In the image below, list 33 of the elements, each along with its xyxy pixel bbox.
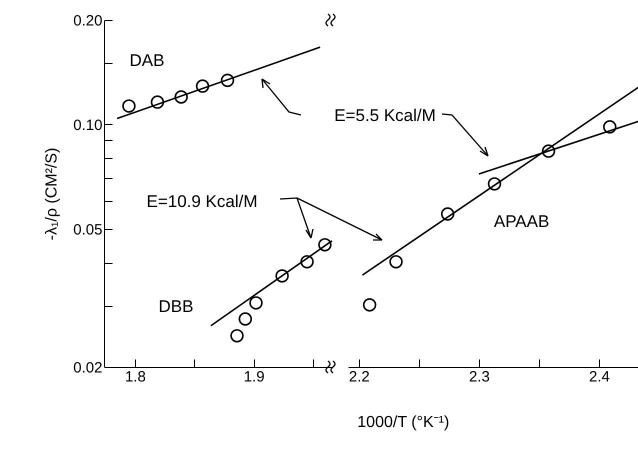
y-axis-title: -λ₁/ρ (CM²/S) <box>43 148 60 240</box>
point <box>440 207 454 221</box>
point <box>150 95 164 109</box>
series-label: APAAB <box>494 212 550 231</box>
point <box>318 238 332 252</box>
point <box>275 269 289 283</box>
x-tick-label: 1.8 <box>124 368 146 386</box>
point <box>174 90 188 104</box>
x-tick-label: 2.4 <box>589 368 610 386</box>
point <box>249 296 263 310</box>
point <box>230 329 244 343</box>
annotation: E=5.5 Kcal/M <box>334 106 436 125</box>
point <box>389 255 403 268</box>
point <box>542 144 556 158</box>
point <box>488 177 502 191</box>
y-tick-label: 0.05 <box>73 221 102 238</box>
y-tick-label: 0.10 <box>73 116 102 134</box>
annotation: E=10.9 Kcal/M <box>146 192 258 211</box>
x-tick-label: 2.3 <box>468 368 490 386</box>
x-tick-label: 1.9 <box>244 368 265 386</box>
x-tick-label: 2.2 <box>348 368 370 386</box>
point <box>300 255 314 268</box>
y-tick-label: 0.20 <box>73 12 102 30</box>
point <box>220 74 234 88</box>
point <box>362 298 376 312</box>
series-label: DAB <box>129 51 164 70</box>
y-tick-label: 0.02 <box>73 360 102 376</box>
point <box>603 120 616 134</box>
text: DBB <box>158 296 194 316</box>
point <box>122 99 136 113</box>
point <box>196 79 210 93</box>
x-axis-title: 1000/T (°K⁻¹) <box>357 414 450 431</box>
point <box>238 312 252 326</box>
